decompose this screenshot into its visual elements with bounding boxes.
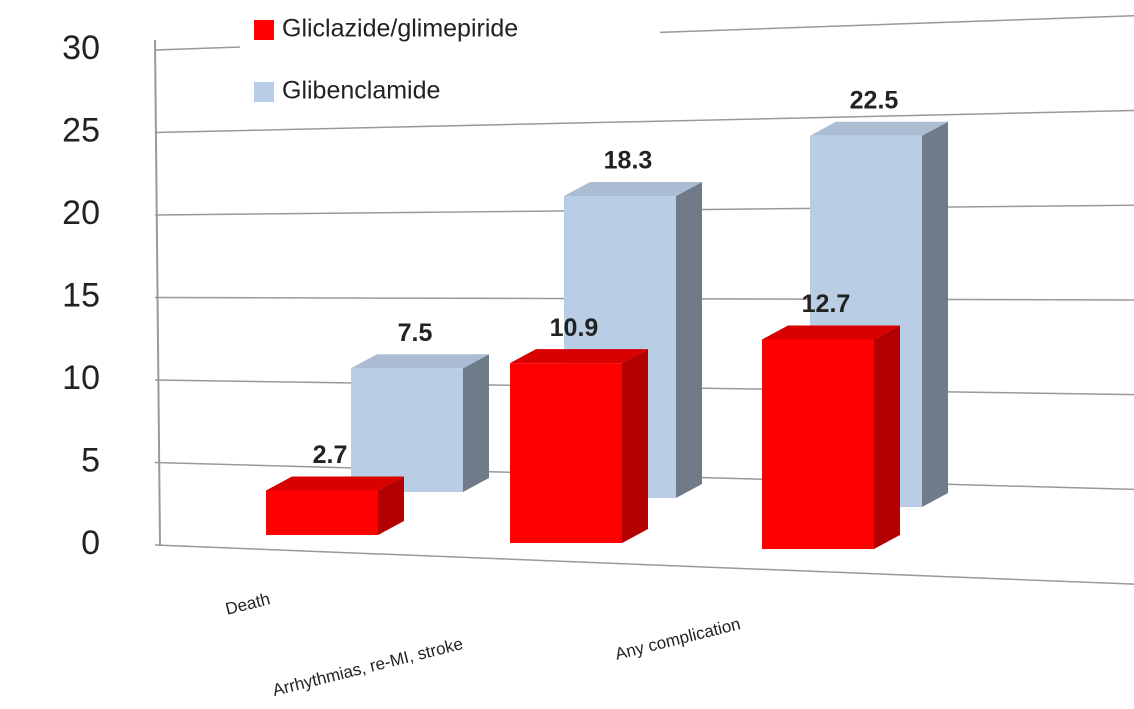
bar-top [810,121,948,136]
bar-top [266,476,404,491]
bar-side [676,182,702,499]
legend-swatch [254,20,274,40]
bar-side [378,476,404,535]
x-tick-label: Arrhythmias, re-MI, stroke [271,634,465,700]
value-label: 22.5 [850,86,899,114]
bar-top [762,325,900,340]
grid-line [154,109,1134,134]
y-tick-label: 30 [62,29,100,67]
bar-front [762,339,874,549]
bar-side [622,349,648,543]
bar [510,349,648,543]
bar-side [463,354,489,492]
bar-side [922,121,948,507]
bar-top [564,182,702,197]
y-tick-label: 15 [62,276,100,314]
bar-front [351,368,463,492]
bar-top [351,354,489,369]
bar [564,182,702,499]
y-tick-label: 0 [81,524,100,562]
bar-top [510,349,648,364]
grid-line [154,544,1134,585]
bar-front [510,363,622,543]
bar [351,354,489,492]
y-tick-label: 25 [62,111,100,149]
value-label: 12.7 [802,290,851,318]
value-label: 2.7 [313,441,348,469]
value-label: 18.3 [604,147,653,175]
y-tick-label: 5 [81,441,100,479]
legend-label: Glibenclamide [282,77,440,105]
bar [762,325,900,549]
value-label: 7.5 [398,319,433,347]
axis-line [154,39,161,546]
value-label: 10.9 [550,314,599,342]
x-tick-label: Any complication [613,614,742,664]
bar-front [266,490,378,535]
y-tick-label: 20 [62,194,100,232]
legend-swatch [254,82,274,102]
x-tick-label: Death [223,589,272,618]
bar [266,476,404,535]
bar-side [874,325,900,549]
legend-box [240,0,660,108]
legend-label: Gliclazide/glimepiride [282,15,518,43]
y-tick-label: 10 [62,359,100,397]
